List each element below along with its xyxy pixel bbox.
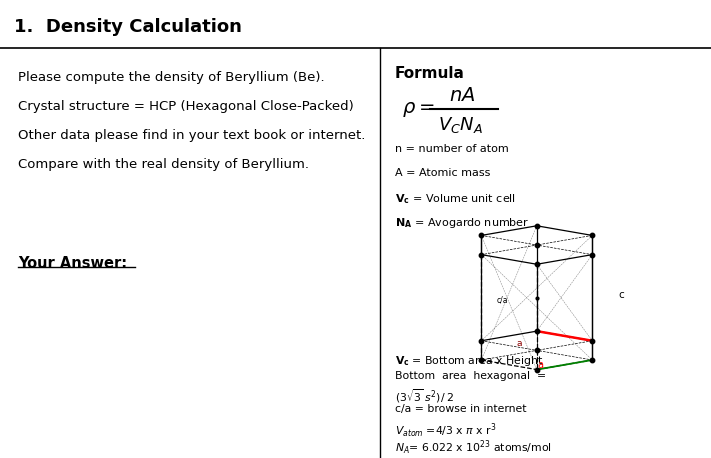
Text: c/a = browse in internet: c/a = browse in internet [395,404,526,414]
Text: n = number of atom: n = number of atom [395,144,508,154]
Text: Compare with the real density of Beryllium.: Compare with the real density of Berylli… [18,158,309,170]
Text: $\mathbf{V_c}$ = Bottom area x Height: $\mathbf{V_c}$ = Bottom area x Height [395,354,543,368]
Text: $\rho =$: $\rho =$ [402,99,434,119]
Text: $\mathbf{N_A}$ = Avogardo number: $\mathbf{N_A}$ = Avogardo number [395,216,529,230]
Text: A = Atomic mass: A = Atomic mass [395,168,490,178]
Text: $nA$: $nA$ [449,86,476,105]
Text: $(3\sqrt{3}\;s^2)/\;2$: $(3\sqrt{3}\;s^2)/\;2$ [395,387,454,405]
Text: c/a: c/a [497,295,508,305]
Text: $\mathbf{V_c}$ = Volume unit cell: $\mathbf{V_c}$ = Volume unit cell [395,192,515,206]
Text: Other data please find in your text book or internet.: Other data please find in your text book… [18,129,365,142]
Text: a: a [516,339,522,348]
Text: $V_C N_A$: $V_C N_A$ [438,115,483,136]
Text: Your Answer:: Your Answer: [18,256,127,272]
Text: 1.  Density Calculation: 1. Density Calculation [14,18,242,36]
Text: Crystal structure = HCP (Hexagonal Close-Packed): Crystal structure = HCP (Hexagonal Close… [18,100,353,113]
Text: Formula: Formula [395,66,464,82]
Text: Bottom  area  hexagonal  =: Bottom area hexagonal = [395,371,546,381]
Text: a: a [538,360,543,371]
Text: $V_{atom}$ =4/3 x $\pi$ x r$^3$: $V_{atom}$ =4/3 x $\pi$ x r$^3$ [395,421,496,440]
Text: c: c [619,290,624,300]
Text: Please compute the density of Beryllium (Be).: Please compute the density of Beryllium … [18,71,324,84]
Text: $N_A$= 6.022 x 10$^{23}$ atoms/mol: $N_A$= 6.022 x 10$^{23}$ atoms/mol [395,438,552,457]
